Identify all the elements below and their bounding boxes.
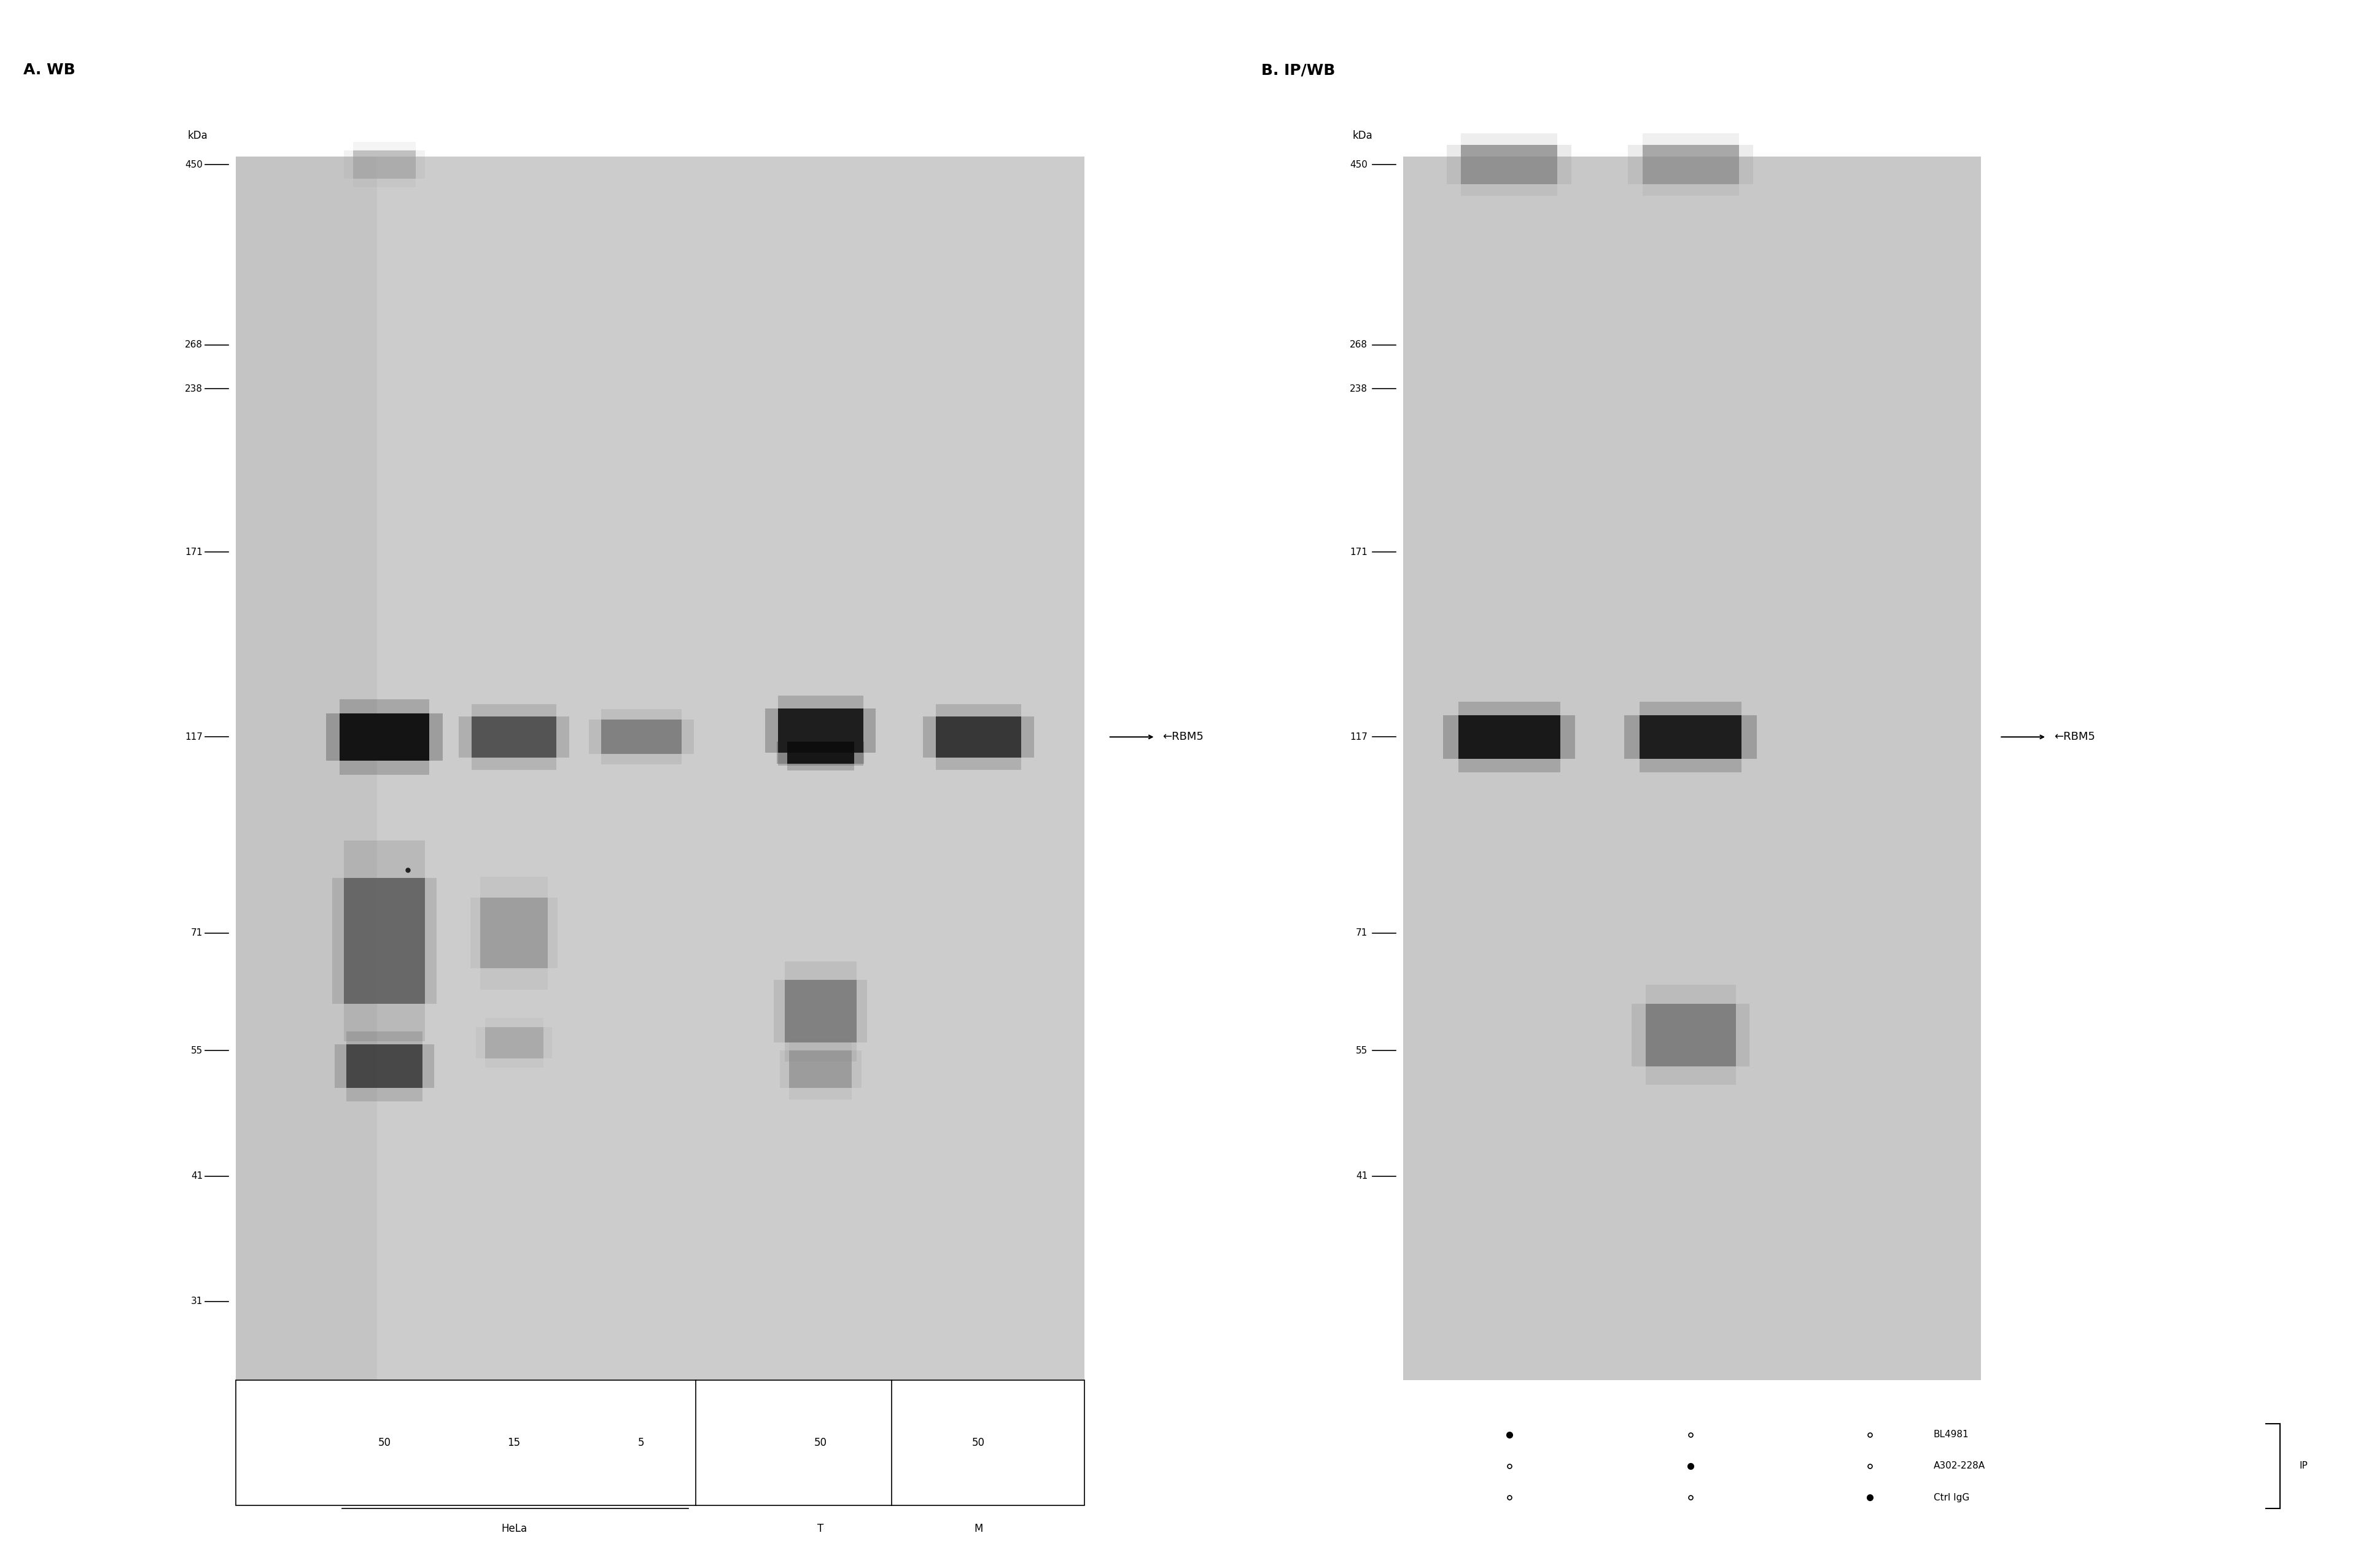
Text: 41: 41 bbox=[191, 1171, 203, 1181]
Text: 50: 50 bbox=[814, 1436, 828, 1449]
Text: 117: 117 bbox=[1349, 732, 1368, 742]
Bar bbox=[1627, 144, 1754, 183]
Bar bbox=[335, 1044, 434, 1088]
Bar bbox=[1639, 702, 1743, 771]
Bar bbox=[936, 704, 1021, 770]
Text: 50: 50 bbox=[377, 1436, 391, 1449]
Bar bbox=[1462, 144, 1556, 183]
Text: 55: 55 bbox=[1356, 1046, 1368, 1055]
Bar bbox=[1644, 133, 1738, 196]
Text: kDa: kDa bbox=[1351, 130, 1372, 141]
Bar bbox=[469, 897, 559, 967]
Bar bbox=[344, 878, 424, 1004]
Bar bbox=[1625, 715, 1757, 759]
Bar bbox=[1646, 985, 1735, 1085]
Bar bbox=[766, 709, 875, 753]
Text: 171: 171 bbox=[184, 547, 203, 557]
Text: 268: 268 bbox=[1349, 340, 1368, 350]
Bar bbox=[481, 877, 547, 989]
Bar bbox=[790, 1051, 851, 1088]
Text: M: M bbox=[974, 1523, 983, 1535]
Bar bbox=[1443, 715, 1575, 759]
Text: B. IP/WB: B. IP/WB bbox=[1262, 63, 1335, 77]
Bar bbox=[790, 1040, 851, 1099]
Bar bbox=[1457, 715, 1561, 759]
Bar bbox=[236, 1380, 1085, 1505]
Bar bbox=[1445, 144, 1573, 183]
Text: 238: 238 bbox=[184, 384, 203, 394]
Bar bbox=[236, 157, 1085, 1380]
Bar bbox=[236, 157, 377, 1380]
Bar bbox=[347, 1032, 422, 1101]
Bar bbox=[936, 717, 1021, 757]
Bar bbox=[1644, 144, 1738, 183]
Bar bbox=[481, 897, 547, 967]
Bar bbox=[1457, 702, 1561, 771]
Text: 450: 450 bbox=[184, 160, 203, 169]
Text: 238: 238 bbox=[1349, 384, 1368, 394]
Bar bbox=[332, 878, 436, 1004]
Bar bbox=[476, 1027, 552, 1058]
Text: A. WB: A. WB bbox=[24, 63, 75, 77]
Text: 15: 15 bbox=[507, 1436, 521, 1449]
Text: 55: 55 bbox=[191, 1046, 203, 1055]
Text: Ctrl IgG: Ctrl IgG bbox=[1934, 1493, 1969, 1502]
Text: IP: IP bbox=[2299, 1461, 2308, 1471]
Bar bbox=[486, 1027, 542, 1058]
Bar bbox=[340, 713, 429, 760]
Text: ←RBM5: ←RBM5 bbox=[2054, 731, 2094, 743]
Bar bbox=[1646, 1004, 1735, 1066]
Bar bbox=[354, 151, 415, 179]
Bar bbox=[486, 1018, 542, 1068]
Bar bbox=[924, 717, 1033, 757]
Text: A302-228A: A302-228A bbox=[1934, 1461, 1985, 1471]
Bar bbox=[325, 713, 443, 760]
Bar bbox=[460, 717, 568, 757]
Bar bbox=[590, 720, 693, 754]
Text: 117: 117 bbox=[184, 732, 203, 742]
Text: 71: 71 bbox=[191, 928, 203, 938]
Bar bbox=[785, 961, 856, 1062]
Bar bbox=[601, 720, 681, 754]
Bar bbox=[773, 980, 868, 1043]
Bar bbox=[776, 742, 865, 764]
Bar bbox=[785, 980, 856, 1043]
Bar bbox=[788, 735, 854, 770]
Text: 71: 71 bbox=[1356, 928, 1368, 938]
Bar bbox=[344, 151, 424, 179]
Text: 268: 268 bbox=[184, 340, 203, 350]
Bar bbox=[778, 709, 863, 753]
Bar bbox=[344, 840, 424, 1041]
Bar bbox=[778, 696, 863, 765]
Bar bbox=[472, 717, 556, 757]
Bar bbox=[780, 1051, 861, 1088]
Bar bbox=[1632, 1004, 1750, 1066]
Bar bbox=[340, 699, 429, 775]
Text: 31: 31 bbox=[191, 1297, 203, 1306]
Text: ←RBM5: ←RBM5 bbox=[1162, 731, 1203, 743]
Text: 450: 450 bbox=[1349, 160, 1368, 169]
Text: 171: 171 bbox=[1349, 547, 1368, 557]
Bar bbox=[354, 143, 415, 187]
Text: T: T bbox=[818, 1523, 823, 1535]
Text: HeLa: HeLa bbox=[502, 1523, 526, 1535]
Text: 50: 50 bbox=[971, 1436, 986, 1449]
Text: kDa: kDa bbox=[186, 130, 208, 141]
Bar bbox=[1639, 715, 1743, 759]
Text: 5: 5 bbox=[639, 1436, 644, 1449]
Bar bbox=[1462, 133, 1556, 196]
Bar bbox=[601, 709, 681, 765]
Bar bbox=[788, 742, 854, 764]
Text: BL4981: BL4981 bbox=[1934, 1430, 1969, 1439]
Bar bbox=[1403, 157, 1981, 1380]
Bar bbox=[347, 1044, 422, 1088]
Bar bbox=[472, 704, 556, 770]
Text: 41: 41 bbox=[1356, 1171, 1368, 1181]
